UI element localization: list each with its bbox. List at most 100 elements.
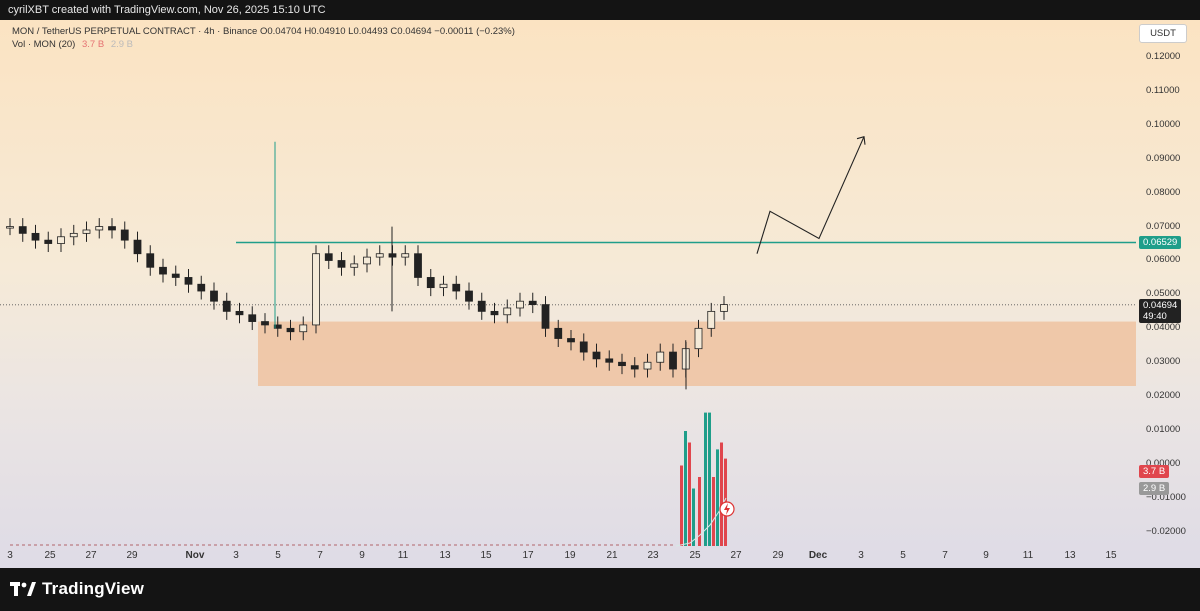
volume-bar bbox=[358, 544, 361, 546]
volume-bar bbox=[412, 544, 415, 546]
volume-bar bbox=[220, 544, 223, 546]
price-tick: 0.10000 bbox=[1146, 118, 1181, 130]
credit-text: cyrilXBT created with TradingView.com, N… bbox=[8, 4, 326, 16]
volume-bar bbox=[130, 544, 133, 546]
time-tick: 3 bbox=[7, 550, 13, 561]
time-tick: 3 bbox=[858, 550, 864, 561]
time-tick: 25 bbox=[689, 550, 701, 561]
candle bbox=[337, 260, 346, 268]
volume-bar bbox=[316, 544, 319, 546]
volume-bar bbox=[478, 544, 481, 546]
volume-bar bbox=[652, 544, 655, 546]
volume-ma-value: 2.9 B bbox=[110, 39, 134, 50]
volume-bar bbox=[352, 544, 355, 546]
candle bbox=[184, 277, 193, 285]
volume-bar bbox=[424, 544, 427, 546]
volume-bar bbox=[712, 477, 715, 546]
volume-bar bbox=[178, 544, 181, 546]
volume-bar bbox=[70, 544, 73, 546]
candle bbox=[222, 300, 231, 312]
candle bbox=[261, 321, 269, 326]
time-tick: 13 bbox=[1064, 550, 1076, 561]
volume-bar bbox=[556, 544, 559, 546]
volume-bar bbox=[544, 544, 547, 546]
last-price-tag: 0.04694 49:40 bbox=[1139, 299, 1182, 323]
volume-bar bbox=[538, 544, 541, 546]
volume-bar bbox=[346, 544, 349, 546]
price-tick: 0.04000 bbox=[1146, 322, 1181, 334]
volume-bar bbox=[16, 544, 19, 546]
candle bbox=[669, 351, 677, 370]
time-tick: Dec bbox=[808, 550, 828, 561]
volume-bar bbox=[214, 544, 217, 546]
candle bbox=[6, 226, 14, 229]
price-tick: 0.06000 bbox=[1146, 254, 1181, 266]
volume-bar bbox=[148, 544, 151, 546]
volume-bar bbox=[46, 544, 49, 546]
volume-bar bbox=[716, 449, 719, 546]
volume-bar bbox=[430, 544, 433, 546]
volume-bar bbox=[520, 544, 523, 546]
chart-pane[interactable]: MON / TetherUS PERPETUAL CONTRACT · 4h ·… bbox=[0, 20, 1200, 568]
time-tick: 3 bbox=[233, 550, 239, 561]
volume-bar bbox=[466, 544, 469, 546]
volume-bar bbox=[460, 544, 463, 546]
candle bbox=[426, 277, 435, 289]
volume-bar bbox=[406, 544, 409, 546]
volume-bar bbox=[160, 544, 163, 546]
volume-bar bbox=[562, 544, 565, 546]
volume-bar bbox=[202, 544, 205, 546]
volume-bar bbox=[610, 544, 613, 546]
currency-button[interactable]: USDT bbox=[1139, 24, 1187, 43]
candle bbox=[299, 324, 308, 333]
volume-bar bbox=[292, 544, 295, 546]
volume-bar bbox=[340, 544, 343, 546]
volume-bar bbox=[364, 544, 367, 546]
candle bbox=[235, 310, 244, 316]
candle bbox=[643, 361, 652, 370]
volume-bar bbox=[688, 442, 691, 546]
price-chart[interactable] bbox=[0, 20, 1200, 568]
volume-bar bbox=[598, 544, 601, 546]
candle bbox=[541, 304, 550, 329]
volume-bar bbox=[280, 544, 283, 546]
volume-bar bbox=[382, 544, 385, 546]
volume-bar bbox=[692, 488, 695, 546]
bar-countdown: 49:40 bbox=[1143, 311, 1167, 322]
candle bbox=[171, 273, 180, 278]
volume-bar bbox=[28, 544, 31, 546]
volume-bar bbox=[58, 544, 61, 546]
volume-bar bbox=[708, 412, 711, 546]
time-tick: 23 bbox=[647, 550, 659, 561]
candle bbox=[95, 226, 104, 231]
volume-bar bbox=[40, 544, 43, 546]
volume-bar bbox=[634, 544, 637, 546]
volume-bar bbox=[334, 544, 337, 546]
volume-label: Vol · MON (20) bbox=[12, 39, 76, 50]
volume-bar bbox=[298, 544, 301, 546]
tradingview-logo[interactable]: TradingView bbox=[10, 579, 144, 599]
time-tick: 5 bbox=[275, 550, 281, 561]
candle bbox=[630, 365, 639, 370]
tradingview-logo-icon bbox=[10, 582, 36, 596]
symbol-legend: MON / TetherUS PERPETUAL CONTRACT · 4h ·… bbox=[12, 26, 515, 37]
price-tick: 0.01000 bbox=[1146, 423, 1181, 435]
volume-bar bbox=[670, 544, 673, 546]
volume-bar bbox=[604, 544, 607, 546]
volume-bar bbox=[436, 544, 439, 546]
candle bbox=[375, 253, 384, 258]
time-tick: 19 bbox=[564, 550, 576, 561]
volume-bar bbox=[34, 544, 37, 546]
volume-bar bbox=[52, 544, 55, 546]
volume-bar bbox=[250, 544, 253, 546]
candle bbox=[57, 236, 65, 244]
candle bbox=[146, 253, 155, 268]
volume-bar bbox=[226, 544, 229, 546]
candle bbox=[579, 341, 588, 353]
price-tick: 0.02000 bbox=[1146, 390, 1181, 401]
time-tick: 11 bbox=[397, 550, 409, 561]
time-tick: 27 bbox=[85, 550, 97, 561]
volume-bar bbox=[76, 544, 79, 546]
volume-bar bbox=[286, 544, 289, 546]
